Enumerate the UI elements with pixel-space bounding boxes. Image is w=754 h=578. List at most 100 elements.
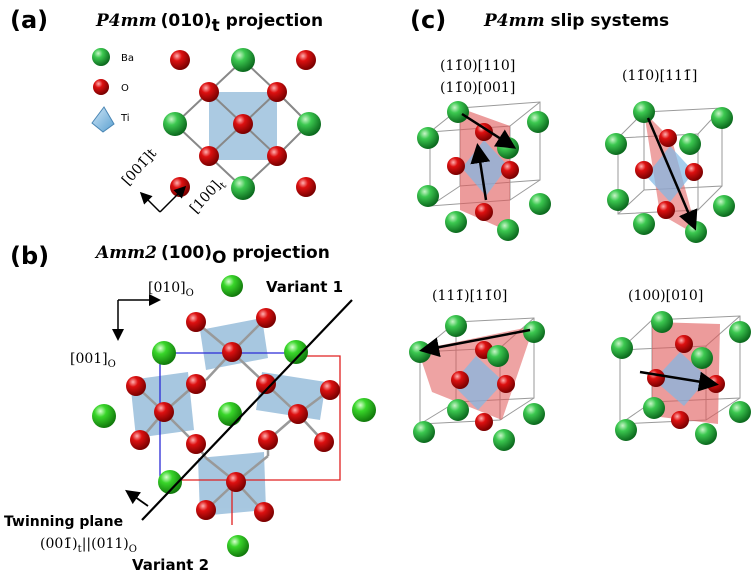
- o-atom: [288, 404, 308, 424]
- slip-cell-2: [605, 101, 735, 243]
- o-atom: [170, 50, 190, 70]
- ba-atom: [231, 48, 255, 72]
- slip-label-3: (111̄)[11̄0]: [432, 288, 507, 304]
- ba-atom: [92, 404, 116, 428]
- o-atom: [196, 500, 216, 520]
- ba-atom: [152, 341, 176, 365]
- slip-label-4: (100)[010]: [628, 288, 703, 304]
- twinning-plane-label: Twinning plane: [4, 514, 123, 530]
- o-atom: [501, 161, 519, 179]
- o-atom: [130, 430, 150, 450]
- legend-o-label: O: [121, 83, 129, 94]
- panel-b-label: (b): [10, 242, 49, 270]
- ba-atom: [633, 101, 655, 123]
- o-atom: [657, 201, 675, 219]
- o-atom: [475, 413, 493, 431]
- ba-atom: [497, 219, 519, 241]
- o-atom: [475, 123, 493, 141]
- ba-atom: [523, 321, 545, 343]
- o-atom: [233, 114, 253, 134]
- panel-a: (a) P4mm (010)t projection Ba O Ti: [10, 6, 323, 219]
- ba-atom: [633, 213, 655, 235]
- twinning-relation: (001̄)t||(011)O: [40, 536, 137, 555]
- slip-cell-4: [611, 311, 751, 445]
- o-atom: [199, 146, 219, 166]
- atoms-b: [92, 275, 376, 557]
- twinning-plane-line: [141, 299, 353, 521]
- slip-direction-arrow: [639, 370, 719, 392]
- o-atom: [254, 502, 274, 522]
- ba-atom: [163, 112, 187, 136]
- ba-atom: [605, 133, 627, 155]
- ba-atom: [447, 101, 469, 123]
- legend-ti-octahedron-icon: [91, 106, 115, 133]
- o-atom: [186, 374, 206, 394]
- panel-a-label: (a): [10, 6, 48, 34]
- ba-atom: [611, 337, 633, 359]
- panel-b: (b) Amm2 (100)O projection [010]O [001]O: [4, 242, 376, 574]
- lattice-a: [163, 48, 321, 200]
- o-atom: [320, 380, 340, 400]
- ba-atom: [529, 193, 551, 215]
- ba-atom: [417, 185, 439, 207]
- ba-atom: [527, 111, 549, 133]
- o-atom: [199, 82, 219, 102]
- ba-atom: [445, 211, 467, 233]
- ba-atom: [409, 341, 431, 363]
- ba-atom: [417, 127, 439, 149]
- o-atom: [451, 371, 469, 389]
- ba-atom: [523, 403, 545, 425]
- o-atom: [685, 163, 703, 181]
- legend-ba-sphere: [92, 48, 110, 66]
- variant1-label: Variant 1: [266, 278, 343, 296]
- axes-b: [010]O [001]O: [70, 280, 194, 370]
- ba-atom: [297, 112, 321, 136]
- legend-ba-label: Ba: [121, 53, 134, 64]
- slip-cell-3: [409, 315, 545, 451]
- ba-atom: [158, 470, 182, 494]
- ba-atom: [227, 535, 249, 557]
- panel-c-label: (c): [410, 6, 446, 34]
- o-atom: [497, 375, 515, 393]
- slip-direction-arrow: [646, 117, 698, 231]
- ba-atom: [685, 221, 707, 243]
- o-atom: [671, 411, 689, 429]
- panel-a-title: P4mm (010)t projection: [95, 11, 323, 36]
- ba-atom: [711, 107, 733, 129]
- o-atom: [296, 177, 316, 197]
- o-atom: [647, 369, 665, 387]
- o-atom: [226, 472, 246, 492]
- axis-b-v: [001]O: [70, 351, 116, 370]
- slip-label-1a: (11̄0)[110]: [440, 58, 515, 74]
- ba-atom: [487, 345, 509, 367]
- ba-atom: [497, 137, 519, 159]
- axis-a-bottom: [100]t: [187, 175, 229, 219]
- legend-o-sphere: [93, 79, 109, 95]
- ba-atom: [713, 195, 735, 217]
- axis-b-h: [010]O: [148, 280, 194, 299]
- o-atom: [256, 374, 276, 394]
- ba-atom: [615, 419, 637, 441]
- ba-atom: [218, 402, 242, 426]
- ba-atom: [691, 347, 713, 369]
- ba-atom: [607, 189, 629, 211]
- o-atom: [186, 434, 206, 454]
- ba-atom: [284, 340, 308, 364]
- twin-arrow: [125, 489, 149, 507]
- slip-direction-arrow: [419, 328, 531, 358]
- o-atom: [675, 335, 693, 353]
- o-atom: [170, 177, 190, 197]
- panel-b-title: Amm2 (100)O projection: [94, 243, 330, 268]
- o-atom: [154, 402, 174, 422]
- o-atom: [267, 146, 287, 166]
- ba-atom: [413, 421, 435, 443]
- variant2-label: Variant 2: [132, 556, 209, 574]
- axis-a-left: [001̄]t: [119, 146, 160, 189]
- o-atom: [258, 430, 278, 450]
- slip-direction-arrow: [470, 143, 491, 201]
- o-atom: [126, 376, 146, 396]
- ba-atom: [221, 275, 243, 297]
- legend-ti-label: Ti: [120, 113, 130, 124]
- ba-atom: [447, 399, 469, 421]
